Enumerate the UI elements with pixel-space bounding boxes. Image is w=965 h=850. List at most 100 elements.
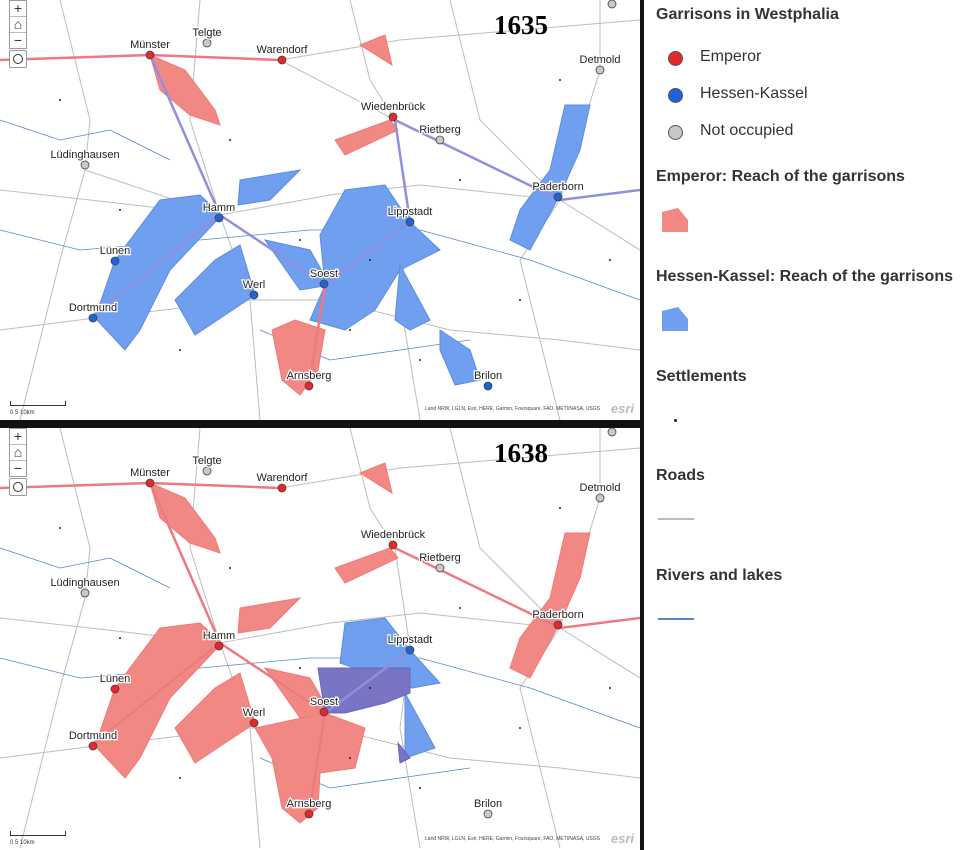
garrison-marker-hamm[interactable] <box>214 641 224 651</box>
garrison-marker-ludinghausen[interactable] <box>80 160 90 170</box>
zoom-controls[interactable]: + ⌂ − <box>9 428 27 477</box>
garrison-marker-wiedenbruck[interactable] <box>388 540 398 550</box>
garrison-marker-brilon[interactable] <box>483 381 493 391</box>
legend-label-hessen-kassel: Hessen-Kassel <box>700 85 808 102</box>
garrison-marker-munster[interactable] <box>145 478 155 488</box>
place-label-detmold: Detmold <box>580 54 621 66</box>
reach-emperor-areas <box>149 34 399 396</box>
place-label-hamm: Hamm <box>203 630 235 642</box>
road-line-icon <box>658 518 694 520</box>
zoom-out-button[interactable]: − <box>13 32 23 48</box>
river-line-icon <box>658 618 694 620</box>
place-label-paderborn: Paderborn <box>532 609 583 621</box>
settlement-points <box>59 507 611 789</box>
garrison-marker-detmold[interactable] <box>595 65 605 75</box>
place-label-werl: Werl <box>243 279 265 291</box>
map-legend: Garrisons in Westphalia Emperor Hessen-K… <box>656 0 965 850</box>
place-label-lippstadt: Lippstadt <box>388 206 433 218</box>
home-icon[interactable]: ⌂ <box>10 17 26 33</box>
garrison-marker-lippstadt[interactable] <box>405 217 415 227</box>
reach-emperor-areas <box>94 462 591 824</box>
garrison-marker-lunen[interactable] <box>110 684 120 694</box>
garrison-marker-telgte[interactable] <box>202 38 212 48</box>
garrison-marker-munster[interactable] <box>145 50 155 60</box>
garrison-marker-telgte[interactable] <box>202 466 212 476</box>
place-label-paderborn: Paderborn <box>532 181 583 193</box>
garrison-marker-brilon[interactable] <box>483 809 493 819</box>
garrison-marker-paderborn[interactable] <box>553 620 563 630</box>
garrison-marker-warendorf[interactable] <box>277 55 287 65</box>
garrison-marker-lemgo[interactable] <box>607 428 617 437</box>
garrison-marker-hamm[interactable] <box>214 213 224 223</box>
scale-label: 0 5 10km <box>10 840 35 846</box>
locate-icon <box>13 482 23 492</box>
home-icon[interactable]: ⌂ <box>10 445 26 461</box>
legend-title-hessen-reach: Hessen-Kassel: Reach of the garrisons <box>656 268 953 285</box>
map-panel-top[interactable]: MünsterTelgteWarendorfLemgoDetmoldWieden… <box>0 0 640 420</box>
red-circle-icon <box>668 51 683 66</box>
locate-button[interactable] <box>9 478 27 496</box>
place-label-arnsberg: Arnsberg <box>287 798 332 810</box>
place-label-lunen: Lünen <box>100 673 131 685</box>
place-markers: MünsterTelgteWarendorfLemgoDetmoldWieden… <box>49 428 630 819</box>
attribution-text: Land NRW, LGLN, Esri, HERE, Garmin, Four… <box>425 406 600 412</box>
garrison-marker-werl[interactable] <box>249 718 259 728</box>
garrison-marker-soest[interactable] <box>319 707 329 717</box>
zoom-in-button[interactable]: + <box>10 429 26 445</box>
place-label-soest: Soest <box>310 268 338 280</box>
year-label-1635: 1635 <box>494 10 548 40</box>
esri-logo: esri <box>610 831 634 846</box>
legend-title-rivers: Rivers and lakes <box>656 567 783 584</box>
place-label-werl: Werl <box>243 707 265 719</box>
garrison-marker-detmold[interactable] <box>595 493 605 503</box>
place-label-dortmund: Dortmund <box>69 730 117 742</box>
place-label-dortmund: Dortmund <box>69 302 117 314</box>
garrison-marker-rietberg[interactable] <box>435 135 445 145</box>
place-label-brilon: Brilon <box>474 370 502 382</box>
garrison-marker-dortmund[interactable] <box>88 313 98 323</box>
zoom-out-button[interactable]: − <box>13 460 23 476</box>
hessen-reach-swatch-icon <box>662 307 688 331</box>
garrison-marker-wiedenbruck[interactable] <box>388 112 398 122</box>
place-label-hamm: Hamm <box>203 202 235 214</box>
panel-divider-horizontal <box>0 420 642 428</box>
zoom-in-button[interactable]: + <box>10 1 26 17</box>
garrison-roads <box>0 481 640 810</box>
place-markers: MünsterTelgteWarendorfLemgoDetmoldWieden… <box>49 0 630 391</box>
place-label-munster: Münster <box>130 39 170 51</box>
garrison-marker-ludinghausen[interactable] <box>80 588 90 598</box>
garrison-marker-arnsberg[interactable] <box>304 381 314 391</box>
place-label-arnsberg: Arnsberg <box>287 370 332 382</box>
map-canvas-1638[interactable]: MünsterTelgteWarendorfLemgoDetmoldWieden… <box>0 428 640 848</box>
garrison-marker-lunen[interactable] <box>110 256 120 266</box>
legend-label-emperor: Emperor <box>700 48 762 65</box>
legend-title-garrisons: Garrisons in Westphalia <box>656 6 839 23</box>
garrison-marker-werl[interactable] <box>249 290 259 300</box>
garrison-marker-arnsberg[interactable] <box>304 809 314 819</box>
scale-bar <box>10 401 66 406</box>
garrison-marker-lemgo[interactable] <box>607 0 617 9</box>
scale-label: 0 5 10km <box>10 410 35 416</box>
legend-title-settlements: Settlements <box>656 368 747 385</box>
garrison-marker-dortmund[interactable] <box>88 741 98 751</box>
place-label-soest: Soest <box>310 696 338 708</box>
garrison-marker-paderborn[interactable] <box>553 192 563 202</box>
settlement-points <box>59 79 611 361</box>
garrison-marker-lippstadt[interactable] <box>405 645 415 655</box>
emperor-reach-swatch-icon <box>662 208 688 232</box>
place-label-munster: Münster <box>130 467 170 479</box>
esri-logo: esri <box>610 401 634 416</box>
zoom-controls[interactable]: + ⌂ − <box>9 0 27 49</box>
map-canvas-1635[interactable]: MünsterTelgteWarendorfLemgoDetmoldWieden… <box>0 0 640 420</box>
locate-button[interactable] <box>9 50 27 68</box>
panel-divider-vertical <box>640 0 644 850</box>
garrison-marker-rietberg[interactable] <box>435 563 445 573</box>
garrison-marker-warendorf[interactable] <box>277 483 287 493</box>
garrison-marker-soest[interactable] <box>319 279 329 289</box>
map-panel-bottom[interactable]: MünsterTelgteWarendorfLemgoDetmoldWieden… <box>0 428 640 850</box>
place-label-warendorf: Warendorf <box>257 472 309 484</box>
place-label-rietberg: Rietberg <box>419 552 461 564</box>
place-label-warendorf: Warendorf <box>257 44 309 56</box>
place-label-ludinghausen: Lüdinghausen <box>50 577 119 589</box>
